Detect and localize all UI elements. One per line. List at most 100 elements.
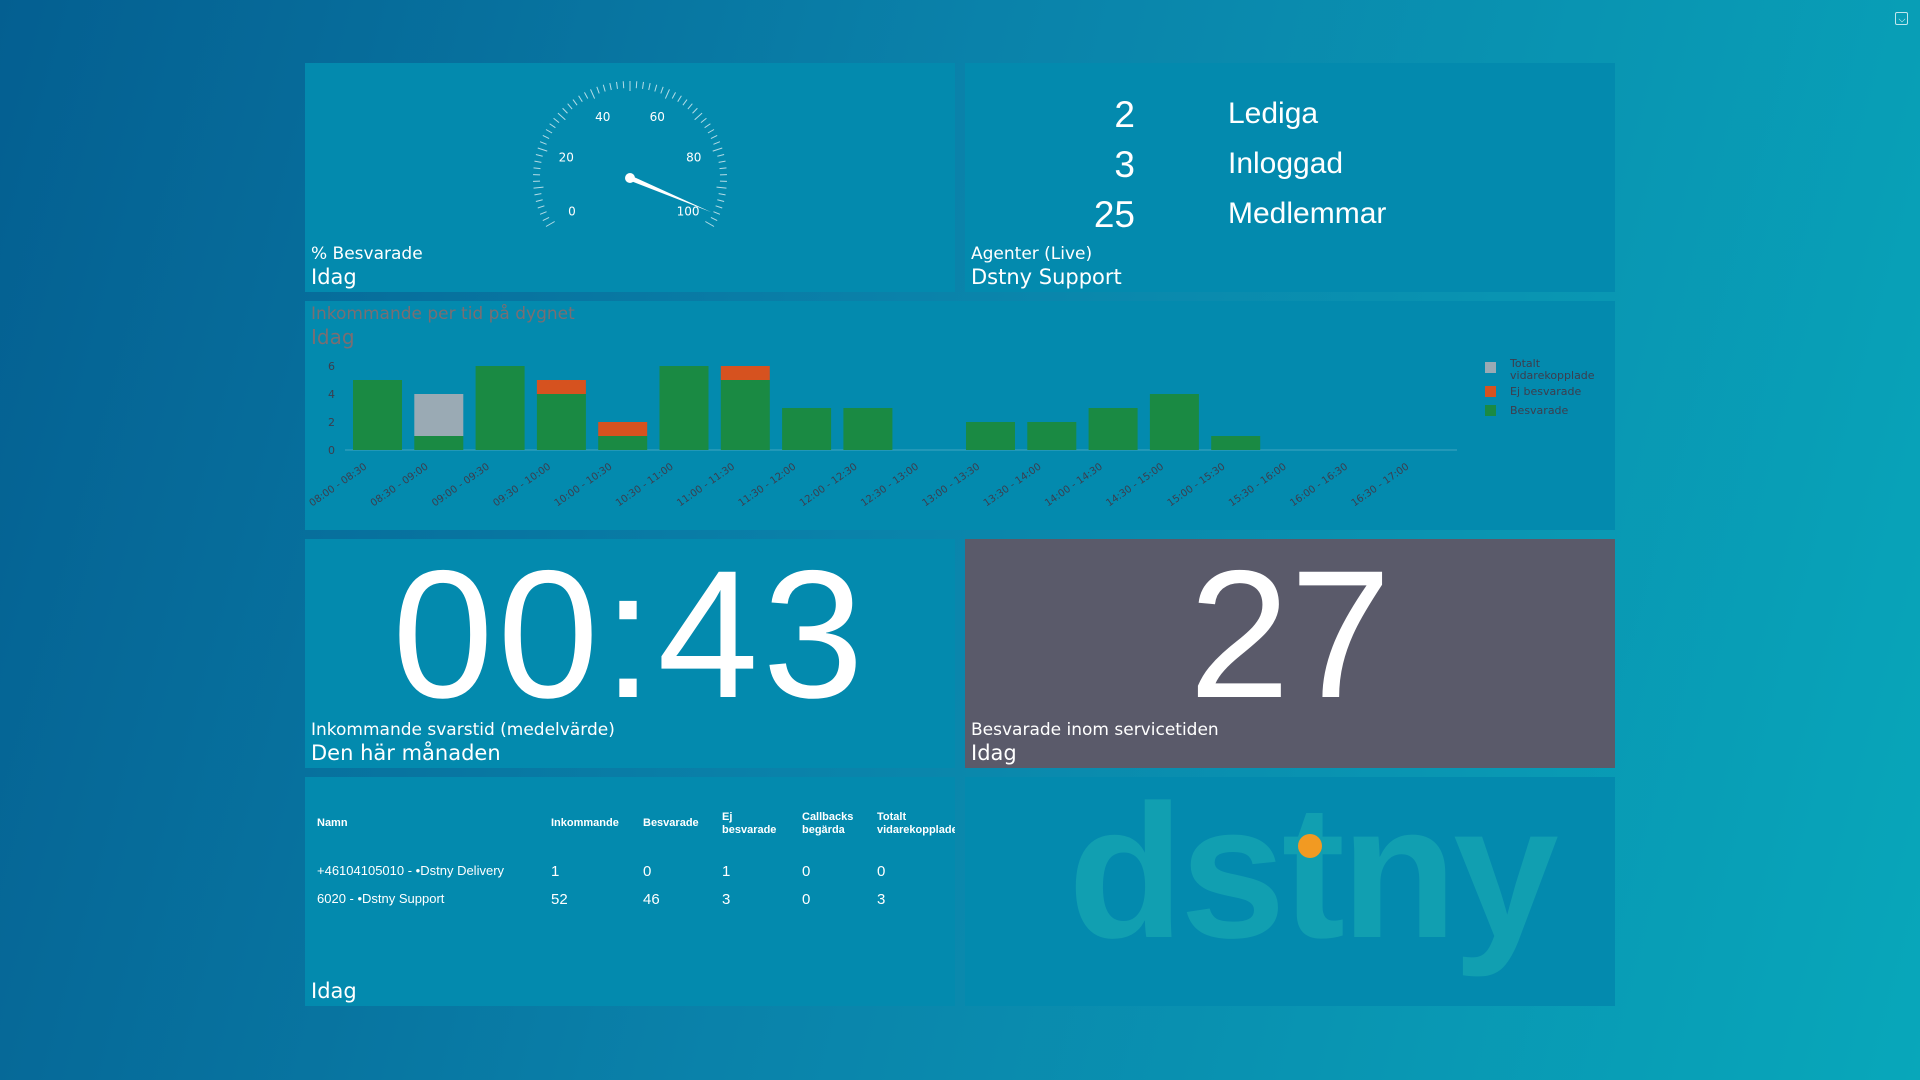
caption-title: Besvarade inom servicetiden: [971, 720, 1219, 741]
gauge-tick: [578, 95, 583, 102]
bar-segment: [414, 436, 464, 450]
gauge-tick: [609, 83, 612, 91]
agent-row-logged-in: 3 Inloggad: [965, 140, 1615, 190]
gauge-tick: [660, 86, 664, 94]
response-time-panel: 00:43 Inkommande svarstid (medelvärde) D…: [305, 539, 955, 768]
gauge-tick: [700, 117, 707, 123]
table-header-line: Besvarade: [643, 817, 699, 829]
caption-title: % Besvarade: [311, 244, 423, 265]
gauge-tick: [545, 129, 553, 134]
x-tick-label: 14:00 - 14:30: [1043, 461, 1105, 509]
panel-caption: Inkommande svarstid (medelvärde) Den här…: [311, 720, 615, 766]
table-cell: 1: [551, 863, 560, 880]
gauge-tick: [616, 81, 618, 89]
bar-segment: [1149, 394, 1199, 450]
x-tick-label: 16:00 - 16:30: [1288, 461, 1350, 509]
bar-segment: [598, 422, 648, 436]
table-cell: 1: [722, 863, 731, 880]
panel-caption: % Besvarade Idag: [311, 244, 423, 290]
gauge-tick: [537, 205, 545, 209]
gauge-tick: [718, 193, 726, 196]
fullscreen-icon[interactable]: [1895, 12, 1908, 25]
gauge-tick: [713, 211, 721, 215]
x-tick-label: 08:30 - 09:00: [369, 461, 431, 509]
caption-title: Inkommande svarstid (medelvärde): [311, 720, 615, 741]
gauge-tick: [654, 84, 658, 92]
gauge-tick: [537, 147, 548, 152]
gauge-tick: [677, 95, 682, 102]
y-tick-label: 4: [328, 388, 335, 401]
caption-period: Dstny Support: [971, 264, 1122, 289]
legend-label: Ej besvarade: [1510, 385, 1581, 398]
gauge-tick-label: 60: [650, 110, 665, 124]
gauge-tick: [539, 211, 547, 215]
panel-caption: Besvarade inom servicetiden Idag: [971, 720, 1219, 766]
table-cell: 52: [551, 891, 568, 908]
gauge-tick: [539, 141, 547, 145]
legend-swatch: [1485, 362, 1496, 373]
table-header-cell: Totalt vidarekopplade: [877, 811, 955, 837]
gauge-tick: [705, 221, 715, 227]
x-tick-label: 09:30 - 10:00: [491, 461, 553, 509]
x-tick-label: 13:30 - 14:00: [982, 461, 1044, 509]
x-tick-label: 13:00 - 13:30: [921, 461, 983, 509]
logo-dot: [1298, 834, 1322, 858]
table-header-cell: Besvarade: [643, 817, 699, 830]
gauge-tick-label: 20: [559, 150, 574, 164]
bar-segment: [782, 408, 832, 450]
table-cell: 6020 - •Dstny Support: [317, 891, 445, 906]
chart-title: Inkommande per tid på dygnet: [311, 304, 575, 324]
gauge-tick: [718, 160, 726, 163]
table-header-line: besvarade: [722, 824, 777, 836]
bar-segment: [598, 436, 648, 450]
x-tick-label: 11:00 - 11:30: [675, 461, 737, 509]
gauge-tick: [715, 205, 723, 209]
gauge-needle: [629, 175, 712, 213]
gauge-tick-label: 80: [686, 150, 701, 164]
answered-percent-panel: 0 20 40 60 80 100 % Besvarade Idag: [305, 63, 955, 292]
response-time-value: 00:43: [392, 539, 868, 736]
gauge-tick: [590, 89, 596, 99]
bar-segment: [720, 380, 770, 450]
gauge-tick: [712, 147, 723, 152]
x-tick-label: 14:30 - 15:00: [1104, 461, 1166, 509]
table-header-line: Ej: [722, 811, 733, 823]
gauge-tick-label: 0: [568, 205, 576, 219]
y-tick-label: 6: [328, 360, 335, 373]
table-header-line: Callbacks: [802, 811, 854, 823]
agents-live-panel: 2 Lediga 3 Inloggad 25 Medlemmar Agenter…: [965, 63, 1615, 292]
gauge-tick: [535, 199, 543, 202]
caption-period: Idag: [311, 978, 357, 1003]
gauge-tick: [533, 186, 544, 189]
gauge-tick: [692, 107, 698, 114]
gauge-tick: [694, 112, 703, 121]
caption-period: Idag: [971, 740, 1017, 765]
caption-period: Idag: [311, 264, 357, 289]
gauge-tick: [648, 83, 651, 91]
dstny-logo: dstny: [1068, 777, 1559, 978]
x-tick-label: 10:00 - 10:30: [553, 461, 615, 509]
gauge-tick: [562, 107, 568, 114]
bar-segment: [475, 366, 525, 450]
incoming-by-time-panel: 0 2 4 6 08:00 - 08:30 08:30 - 09:00 09:00 - 09…: [305, 301, 1615, 530]
x-tick-label: 15:00 - 15:30: [1166, 461, 1228, 509]
queue-table: Namn Inkommande Besvarade Ej besvarade Callba…: [305, 777, 955, 1006]
queue-table-panel: Namn Inkommande Besvarade Ej besvarade Callba…: [305, 777, 955, 1006]
chart-subtitle: Idag: [311, 325, 355, 349]
x-tick-label: 10:30 - 11:00: [614, 461, 676, 509]
agent-row-available: 2 Lediga: [965, 90, 1615, 140]
panel-caption: Agenter (Live) Dstny Support: [971, 244, 1122, 290]
legend-swatch: [1485, 386, 1496, 397]
bar-segment: [843, 408, 893, 450]
x-tick-label: 12:00 - 12:30: [798, 461, 860, 509]
agent-label: Medlemmar: [1228, 197, 1387, 230]
table-header-cell: Ej besvarade: [722, 811, 776, 837]
table-header-line: begärda: [802, 824, 845, 836]
x-tick-label: 09:00 - 09:30: [430, 461, 492, 509]
table-header-line: Inkommande: [551, 817, 619, 829]
table-cell: 3: [722, 891, 731, 908]
table-cell: +46104105010 - •Dstny Delivery: [317, 863, 505, 878]
agent-count: 3: [1114, 144, 1135, 185]
gauge-tick: [710, 135, 718, 139]
service-level-value: 27: [1188, 539, 1392, 736]
